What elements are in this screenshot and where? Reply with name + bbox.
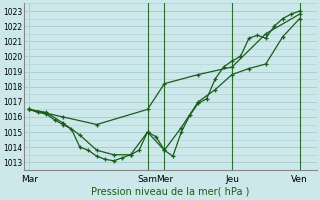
X-axis label: Pression niveau de la mer( hPa ): Pression niveau de la mer( hPa ) (91, 187, 250, 197)
